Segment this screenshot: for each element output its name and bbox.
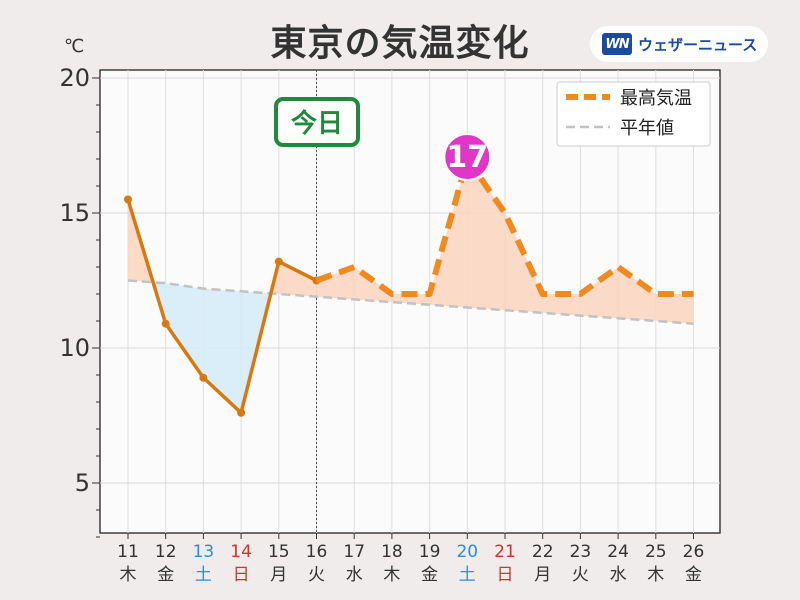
- above-normal-fill: [655, 294, 694, 324]
- observed-data-point: [199, 373, 208, 382]
- x-tick-label-day: 26: [683, 542, 705, 562]
- x-tick-label-day: 14: [230, 542, 252, 562]
- x-tick-label-weekday: 火: [572, 565, 589, 585]
- x-tick-label-day: 11: [117, 542, 139, 562]
- above-normal-fill: [278, 261, 317, 297]
- x-tick-label-day: 13: [193, 542, 215, 562]
- observed-data-point: [124, 195, 132, 204]
- brand-badge: WN ウェザーニュース: [590, 26, 768, 62]
- x-tick-label-weekday: 木: [383, 565, 400, 585]
- x-tick-label-day: 20: [456, 542, 478, 562]
- x-tick-label-day: 21: [494, 542, 516, 562]
- chart-title: 東京の気温変化: [270, 23, 530, 64]
- x-tick-label-day: 24: [607, 542, 629, 562]
- x-tick-label-day: 16: [306, 542, 328, 562]
- y-tick-label: 5: [75, 469, 90, 497]
- observed-data-point: [237, 408, 246, 417]
- above-normal-fill: [316, 267, 355, 300]
- x-tick-label-day: 18: [381, 542, 403, 562]
- x-tick-label-weekday: 土: [195, 565, 212, 585]
- x-tick-label-day: 25: [645, 542, 667, 562]
- x-tick-label-day: 19: [419, 542, 441, 562]
- below-normal-fill: [165, 283, 204, 378]
- brand-name: ウェザーニュース: [638, 35, 758, 54]
- x-tick-label-weekday: 火: [308, 565, 325, 585]
- today-badge-label: 今日: [291, 108, 343, 139]
- observed-data-point: [274, 257, 283, 266]
- y-tick-label: 15: [59, 199, 90, 227]
- x-tick-label-weekday: 水: [346, 565, 363, 585]
- x-tick-label-weekday: 金: [685, 565, 702, 585]
- legend-label-max: 最高気温: [620, 88, 692, 109]
- brand-logo-icon: WN: [602, 33, 632, 55]
- observed-max-temp-line: [126, 198, 318, 415]
- x-tick-label-weekday: 日: [497, 565, 514, 585]
- observed-data-point: [161, 319, 170, 328]
- above-normal-fill: [542, 294, 581, 316]
- x-tick-label-weekday: 水: [610, 565, 627, 585]
- below-normal-fill: [203, 288, 242, 413]
- y-tick-label: 10: [59, 334, 90, 362]
- x-tick-label-day: 12: [155, 542, 177, 562]
- above-normal-fill: [505, 213, 543, 313]
- above-normal-fill: [618, 267, 656, 321]
- x-tick-label-day: 17: [343, 542, 365, 562]
- y-unit-label: ℃: [64, 36, 85, 57]
- above-normal-fill: [467, 159, 505, 311]
- legend-label-normal: 平年値: [620, 118, 674, 139]
- x-tick-label-day: 22: [532, 542, 554, 562]
- forecast-max-temp-line: [315, 156, 694, 297]
- x-tick-label-weekday: 金: [157, 565, 174, 585]
- today-badge-box: [274, 97, 360, 147]
- x-tick-label-weekday: 金: [421, 565, 438, 585]
- x-tick-label-weekday: 月: [270, 565, 287, 585]
- x-tick-label-weekday: 木: [647, 565, 664, 585]
- x-tick-label-weekday: 木: [120, 565, 137, 585]
- x-tick-label-weekday: 月: [534, 565, 551, 585]
- above-normal-fill: [580, 267, 619, 319]
- normal-temperature-line: [127, 279, 694, 325]
- x-tick-label-weekday: 日: [233, 565, 250, 585]
- peak-badge-circle: [443, 133, 492, 181]
- peak-badge-label: 17: [446, 140, 488, 175]
- x-tick-label-day: 15: [268, 542, 290, 562]
- x-tick-label-weekday: 土: [459, 565, 476, 585]
- x-tick-label-day: 23: [570, 542, 592, 562]
- y-tick-label: 20: [59, 64, 90, 92]
